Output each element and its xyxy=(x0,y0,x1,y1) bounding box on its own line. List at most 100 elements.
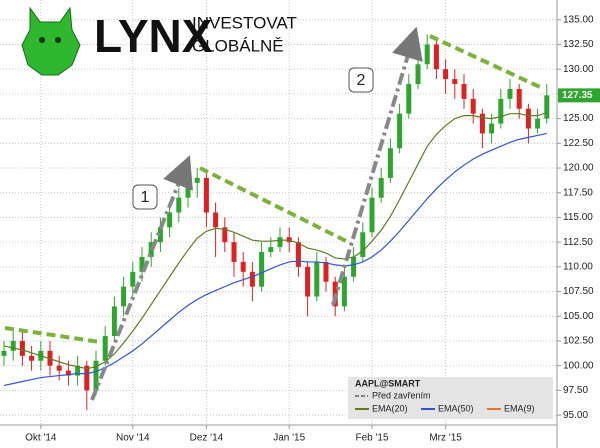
annotation: 2 xyxy=(357,72,366,89)
candle-body xyxy=(341,276,347,307)
candle-body xyxy=(461,84,467,99)
x-tick-label: Feb '15 xyxy=(355,433,388,444)
y-tick-label: 115.00 xyxy=(563,212,593,223)
candle-body xyxy=(194,177,200,183)
y-tick-label: 100.00 xyxy=(563,360,594,371)
legend-label: EMA(50) xyxy=(438,403,474,413)
y-tick-label: 105.00 xyxy=(563,311,594,322)
y-tick-label: 112.50 xyxy=(563,237,593,248)
candle-body xyxy=(121,286,127,307)
legend-label: EMA(9) xyxy=(504,403,535,413)
candle-body xyxy=(295,242,301,267)
candle-body xyxy=(213,212,219,228)
candle-body xyxy=(102,336,108,361)
y-tick-label: 107.50 xyxy=(563,286,594,297)
ema-line xyxy=(3,112,547,370)
annotation-box xyxy=(348,67,374,93)
y-tick-label: 132.50 xyxy=(563,39,594,50)
candle-body xyxy=(268,247,274,253)
candle-body xyxy=(139,256,145,272)
candle-body xyxy=(369,197,375,233)
logo-line: GLOBÁLNĚ xyxy=(192,36,284,55)
candle-body xyxy=(535,118,541,129)
candle-body xyxy=(222,227,228,243)
candle-body xyxy=(544,95,550,119)
candle-body xyxy=(29,355,35,361)
candle-body xyxy=(93,360,99,391)
logo: LYNX INVESTOVAT GLOBÁLNĚ xyxy=(21,6,297,76)
candle-body xyxy=(397,113,403,149)
candle-body xyxy=(75,365,81,376)
price-label: 127.35 xyxy=(562,90,593,101)
y-tick-label: 120.00 xyxy=(563,163,594,174)
trend-line xyxy=(4,326,101,344)
candle-body xyxy=(351,256,357,277)
x-tick-label: Jan '15 xyxy=(273,433,305,444)
candle-body xyxy=(19,340,25,356)
ema-line xyxy=(3,132,547,387)
candle-body xyxy=(470,98,476,114)
candle-body xyxy=(56,365,62,371)
x-tick-label: Okt '14 xyxy=(25,433,57,444)
y-tick-label: 95.00 xyxy=(563,410,588,421)
candle-body xyxy=(360,232,366,257)
candle-body xyxy=(406,84,412,114)
candle-body xyxy=(111,306,117,337)
candle-body xyxy=(415,64,421,85)
arrow xyxy=(90,155,193,401)
trend-line xyxy=(429,34,543,90)
candle-body xyxy=(489,123,495,134)
price-label-box xyxy=(558,88,600,103)
candle-body xyxy=(130,271,136,287)
y-tick-label: 102.50 xyxy=(563,336,594,347)
legend-label: EMA(20) xyxy=(372,403,408,413)
candle-body xyxy=(452,79,458,85)
annotation: 1 xyxy=(141,189,150,206)
candle-body xyxy=(240,261,246,272)
y-tick-label: 125.00 xyxy=(563,113,594,124)
x-tick-label: Mrz '15 xyxy=(429,433,462,444)
candle-body xyxy=(498,98,504,124)
candle-body xyxy=(167,212,173,228)
candle-body xyxy=(323,261,329,282)
candle-body xyxy=(424,44,430,65)
y-tick-label: 122.50 xyxy=(563,138,594,149)
annotation-box xyxy=(132,184,158,210)
candle-body xyxy=(378,177,384,198)
y-tick-label: 135.00 xyxy=(563,14,594,25)
logo-brand: LYNX xyxy=(94,10,213,62)
candle-body xyxy=(507,88,513,99)
candle-body xyxy=(84,365,90,391)
candle-body xyxy=(65,370,71,376)
candle-body xyxy=(1,350,7,356)
legend-label: Před zavřením xyxy=(372,390,431,400)
candle-body xyxy=(433,44,439,70)
candle-body xyxy=(443,69,449,80)
y-tick-label: 97.50 xyxy=(563,385,588,396)
candle-body xyxy=(10,340,16,351)
candle-body xyxy=(157,227,163,243)
logo-line: INVESTOVAT xyxy=(192,13,297,32)
legend-box xyxy=(348,377,553,419)
logo-icon xyxy=(21,6,81,76)
candle-body xyxy=(305,266,311,297)
candle-body xyxy=(259,252,265,287)
candle-body xyxy=(185,182,191,198)
candle-body xyxy=(231,242,237,262)
candle-body xyxy=(277,237,283,248)
candle-body xyxy=(479,113,485,134)
candle-body xyxy=(387,148,393,178)
legend: AAPL@SMART Před zavřením EMA(20) EMA(50) E… xyxy=(348,377,553,419)
candle-body xyxy=(525,108,531,129)
candle-body xyxy=(249,271,255,287)
x-tick-label: Dez '14 xyxy=(190,433,224,444)
x-tick-label: Nov '14 xyxy=(116,433,150,444)
candle-body xyxy=(314,261,320,297)
legend-title: AAPL@SMART xyxy=(355,378,421,388)
candle-body xyxy=(203,177,209,213)
y-tick-label: 117.50 xyxy=(563,187,593,198)
candle-body xyxy=(516,88,522,109)
candle-body xyxy=(176,197,182,213)
y-tick-label: 130.00 xyxy=(563,64,594,75)
